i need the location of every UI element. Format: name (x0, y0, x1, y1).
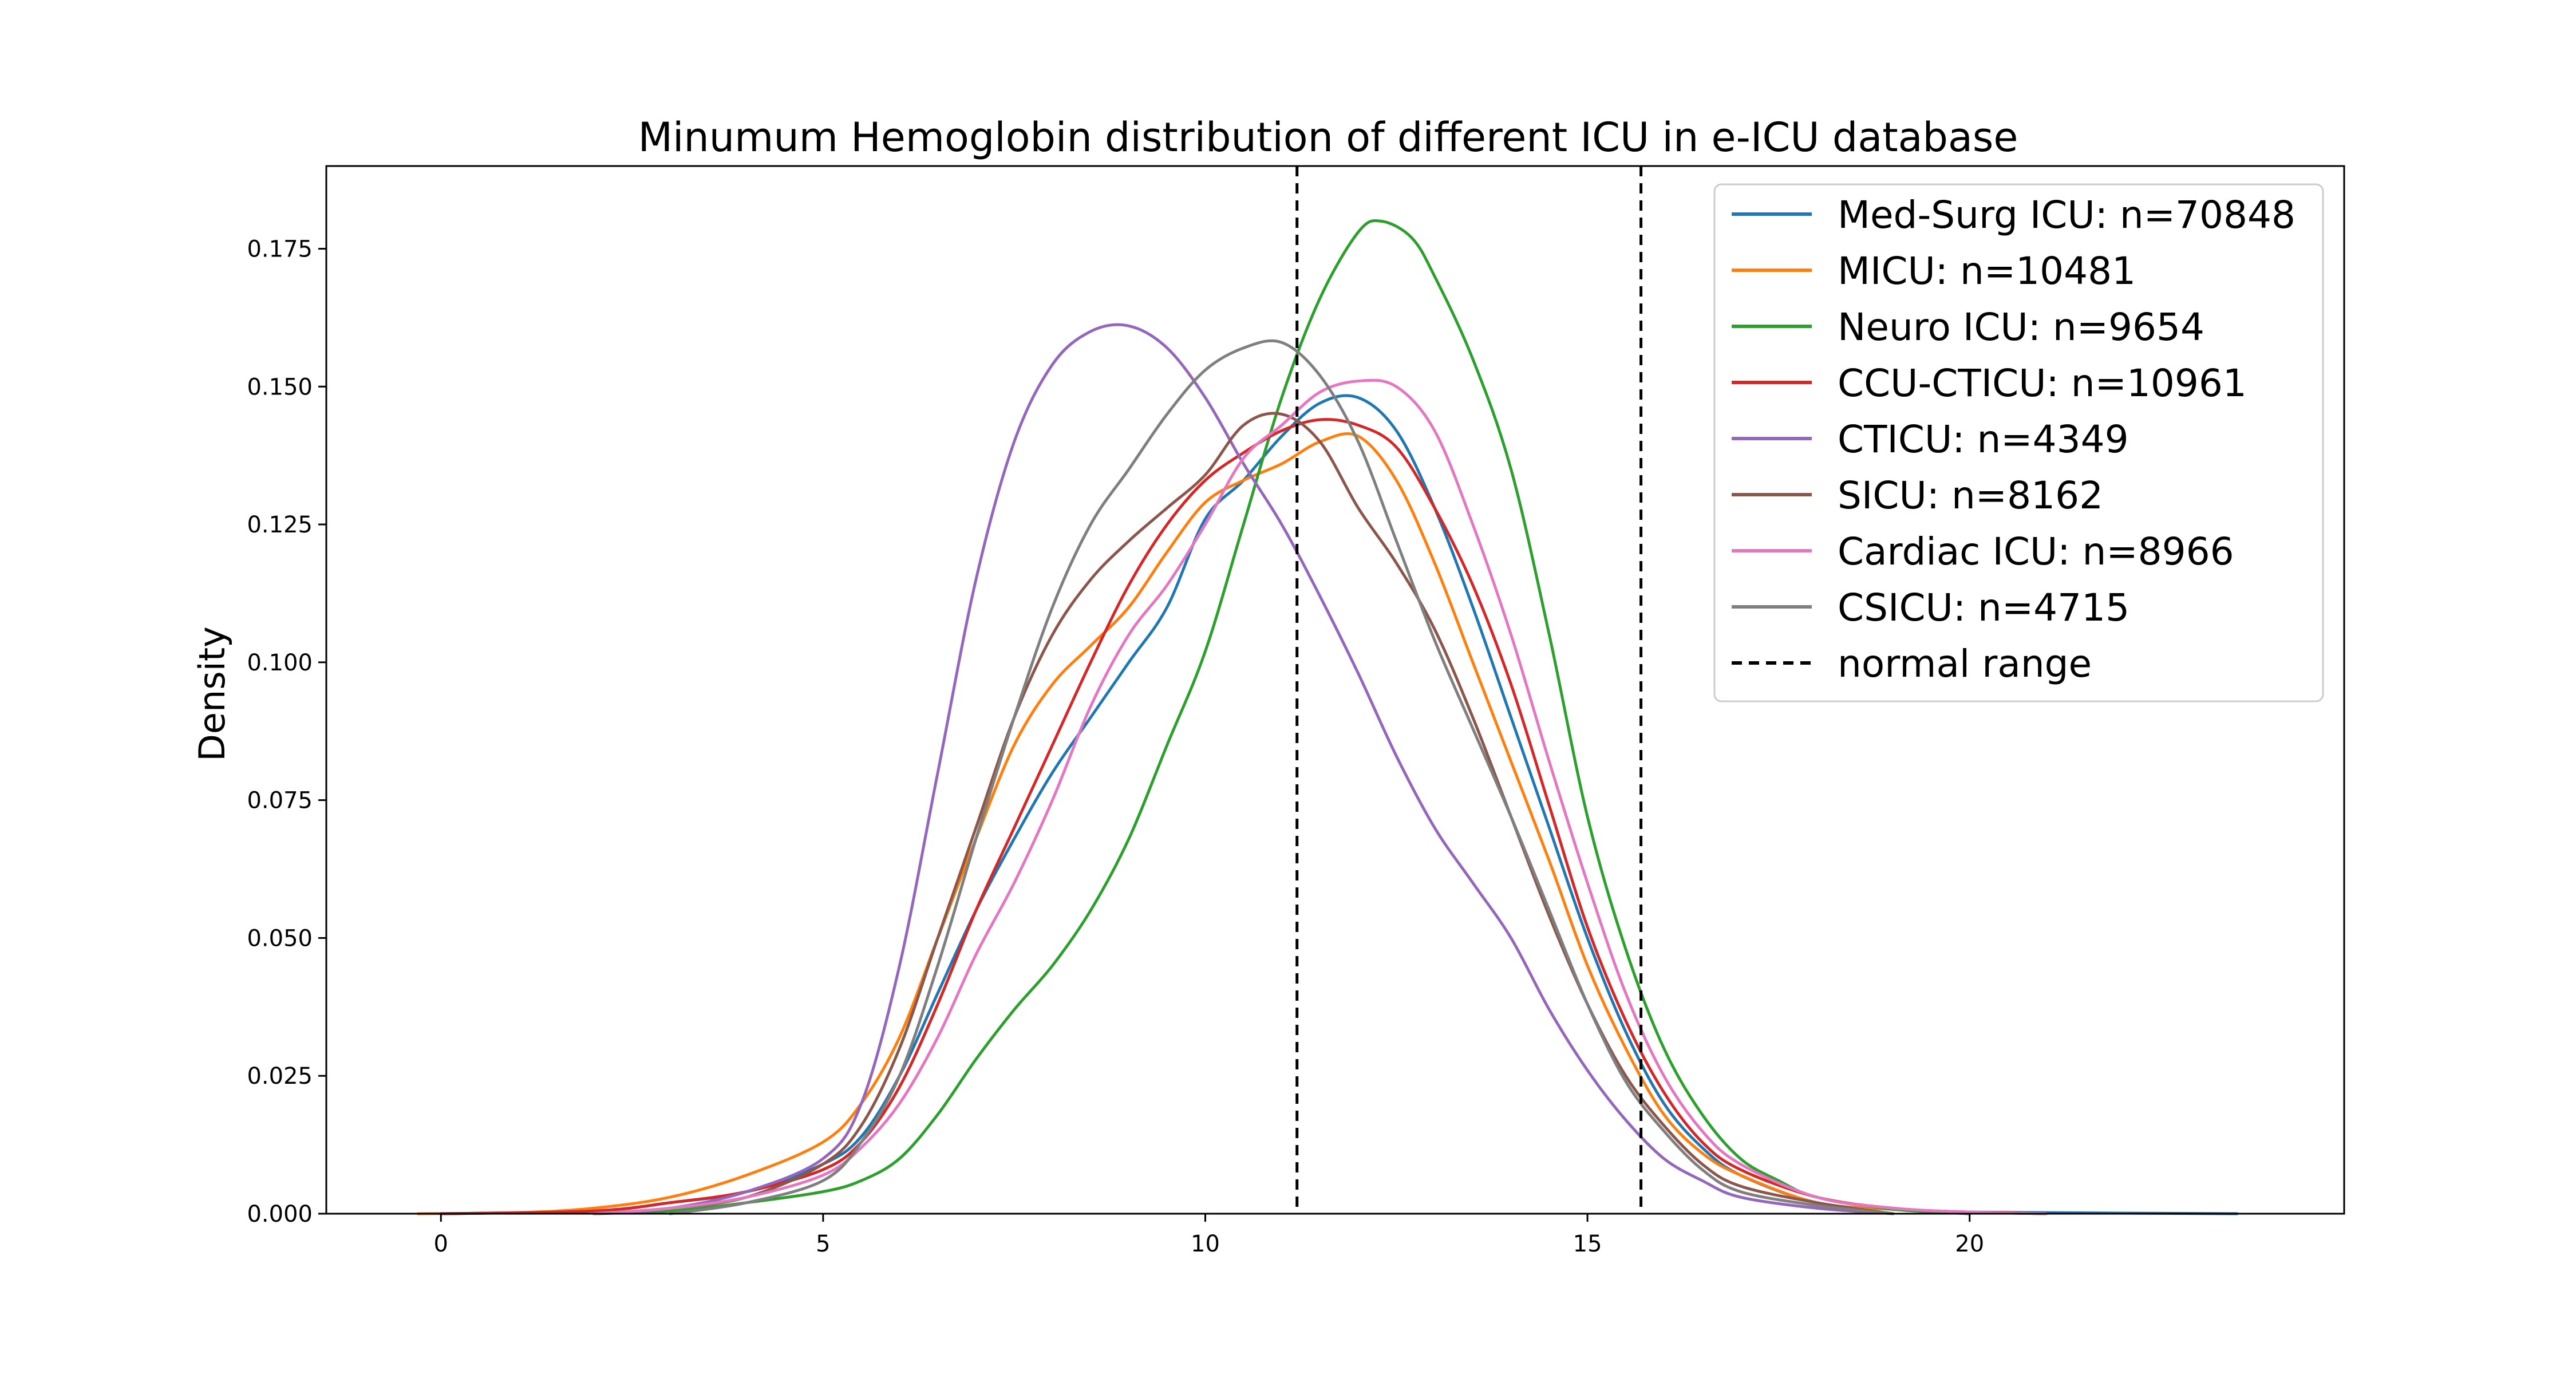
legend-label: CSICU: n=4715 (1838, 586, 2129, 630)
series-line-1 (416, 432, 2048, 1215)
y-tick-label: 0.000 (247, 1201, 313, 1227)
y-tick-label: 0.025 (247, 1063, 313, 1089)
x-tick-label: 15 (1573, 1231, 1602, 1257)
series-line-4 (592, 323, 1895, 1215)
y-axis-label: Density (191, 626, 233, 761)
series-line-7 (669, 339, 1895, 1215)
legend-label: MICU: n=10481 (1838, 249, 2136, 293)
legend-label: SICU: n=8162 (1838, 473, 2103, 518)
series-line-0 (439, 394, 2239, 1215)
y-tick-label: 0.100 (247, 650, 313, 676)
legend-label: Cardiac ICU: n=8966 (1838, 530, 2234, 574)
y-tick-label: 0.075 (247, 788, 313, 814)
series-line-2 (592, 219, 1971, 1215)
reference-lines (1295, 166, 1643, 1214)
legend-box (1713, 183, 2324, 702)
series-line-5 (592, 412, 1895, 1215)
y-tick-label: 0.125 (247, 512, 313, 538)
chart-title: Minumum Hemoglobin distribution of diffe… (638, 114, 2018, 161)
plot-area (416, 219, 2239, 1215)
legend-label: Neuro ICU: n=9654 (1838, 305, 2204, 349)
legend: Med-Surg ICU: n=70848 MICU: n=10481 Neuro … (1713, 183, 2324, 702)
x-axis-ticks: 0 5 10 15 20 (434, 1214, 1984, 1257)
legend-label: Med-Surg ICU: n=70848 (1838, 193, 2296, 237)
legend-label: CCU-CTICU: n=10961 (1838, 361, 2247, 405)
x-tick-label: 0 (434, 1231, 448, 1257)
y-tick-label: 0.050 (247, 925, 313, 951)
legend-label: normal range (1838, 642, 2092, 686)
x-tick-label: 20 (1955, 1231, 1984, 1257)
plot-frame (325, 165, 2345, 1215)
legend-label: CTICU: n=4349 (1838, 417, 2129, 461)
y-tick-label: 0.175 (247, 236, 313, 262)
y-axis-ticks: 0.000 0.025 0.050 0.075 0.100 0.125 0.150 0.175 (247, 236, 326, 1227)
series-line-6 (592, 378, 2048, 1215)
x-tick-label: 10 (1191, 1231, 1220, 1257)
x-tick-label: 5 (816, 1231, 830, 1257)
y-tick-label: 0.150 (247, 374, 313, 400)
